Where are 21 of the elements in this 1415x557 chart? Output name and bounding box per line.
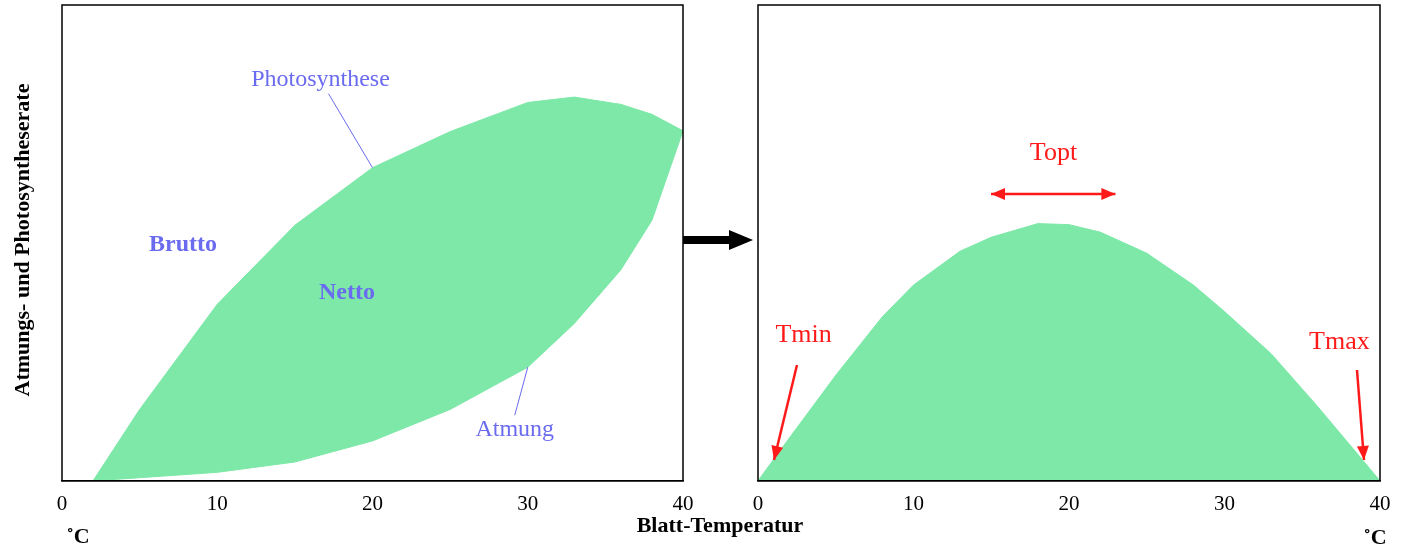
- annotation: Brutto: [149, 230, 217, 257]
- x-tick-label: 10: [903, 490, 924, 515]
- text: Photosynthese: [251, 64, 390, 91]
- text: ˚C: [1363, 523, 1387, 549]
- x-tick-label: 0: [752, 490, 764, 515]
- x-tick-label: 30: [517, 490, 539, 515]
- series-label: Atmung: [475, 414, 555, 441]
- annotation: Topt: [1029, 137, 1078, 167]
- x-tick-label: 10: [206, 490, 228, 515]
- annotation: Tmax: [1309, 326, 1370, 356]
- x-tick-label: 40: [1369, 490, 1391, 515]
- x-tick-label: 40: [672, 490, 694, 515]
- x-tick-label: 20: [362, 490, 383, 515]
- y-axis-title: Atmungs- und Photosyntheserate: [9, 83, 35, 397]
- x-tick-label: 20: [1058, 490, 1080, 515]
- x-tick-label: 30: [1214, 490, 1235, 515]
- annotation: Tmin: [775, 319, 832, 349]
- x-axis-title: Blatt-Temperatur: [636, 512, 804, 538]
- annotation: Netto: [319, 278, 375, 305]
- text: ˚C: [66, 522, 90, 548]
- x-tick-label: 0: [56, 490, 68, 515]
